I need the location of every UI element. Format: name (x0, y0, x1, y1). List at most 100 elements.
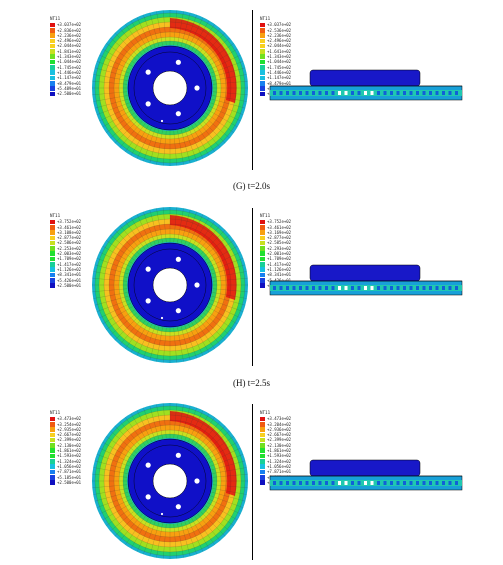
vent-hole (292, 481, 296, 485)
legend-entry: +2.293e+02 (260, 246, 291, 251)
vent-hole (390, 91, 393, 95)
legend-entry: +1.044e+02 (260, 59, 291, 64)
legend-value: +3.204e+02 (267, 421, 292, 427)
legend-value: +2.236e+02 (267, 32, 292, 38)
legend-value: +2.877e+02 (267, 235, 292, 241)
vent-hole (383, 91, 387, 95)
hub-ring (133, 444, 207, 518)
vent-hole (364, 481, 367, 485)
legend-swatch (260, 38, 265, 44)
legend-value: +8.479e+01 (267, 80, 292, 86)
legend-entries: +3.037e+02 +2.536e+02 +2.236e+02 +2.496e+02… (260, 22, 291, 96)
legend-entry: +3.204e+02 (260, 422, 291, 427)
legend-entry: +2.496e+02 (50, 38, 81, 43)
legend-value: +1.709e+02 (57, 256, 82, 262)
legend-value: +5.426e+01 (57, 277, 82, 283)
vent-hole (312, 91, 315, 95)
bolt-hole (175, 111, 181, 117)
marker-dot (160, 512, 164, 516)
legend-entry: +1.709e+02 (50, 256, 81, 261)
vent-hole (351, 91, 354, 95)
legend-swatch (260, 474, 265, 480)
legend-entry: +3.752e+02 (50, 219, 81, 224)
marker-dot (160, 119, 164, 123)
legend-value: +5.185e+01 (57, 474, 82, 480)
legend-value: +1.841e+02 (57, 48, 82, 54)
hub-ring (133, 51, 207, 125)
vent-hole (396, 286, 400, 290)
legend-swatch (50, 277, 55, 283)
vent-hole (273, 91, 276, 95)
vent-hole (429, 481, 432, 485)
legend-entry: +1.593e+02 (50, 453, 81, 458)
vent-hole (416, 481, 419, 485)
legend-entry: +1.446e+02 (260, 70, 291, 75)
vent-hole (435, 286, 439, 290)
legend-swatch (260, 251, 265, 257)
vent-hole (325, 286, 328, 290)
vent-hole (338, 481, 341, 485)
hot-spot-region (170, 18, 237, 103)
brake-disc-side-view (269, 264, 463, 296)
legend-entry: +5.426e+01 (50, 278, 81, 283)
legend-swatch (50, 65, 55, 70)
legend-swatch (50, 235, 55, 241)
legend-swatch (260, 219, 265, 225)
legend-swatch (50, 38, 55, 44)
legend-value: +2.935e+02 (57, 426, 82, 432)
legend-swatch (260, 22, 265, 28)
legend-swatch (50, 33, 55, 38)
vent-hole (331, 91, 335, 95)
legend-title: NT11 (50, 213, 61, 218)
vent-hole (448, 91, 452, 95)
legend-entry: +1.056e+02 (260, 464, 291, 469)
vent-hole (370, 91, 374, 95)
legend-value: +2.130e+02 (57, 442, 82, 448)
legend-value: +3.461e+02 (267, 224, 292, 230)
vent-hole (409, 286, 413, 290)
legend-value: +1.446e+02 (267, 69, 292, 75)
vent-hole (292, 91, 296, 95)
legend-value: +3.037e+02 (57, 22, 82, 28)
legend-swatch (50, 240, 55, 246)
legend-entry: +1.641e+02 (260, 49, 291, 54)
legend-value: +2.399e+02 (57, 437, 82, 443)
legend-entry: +3.473e+02 (260, 416, 291, 421)
legend-title: NT11 (260, 410, 271, 415)
legend-value: +1.446e+02 (57, 69, 82, 75)
disc-hat (309, 264, 421, 282)
disc-hat (309, 459, 421, 477)
legend-swatch (260, 432, 265, 438)
legend-swatch (260, 459, 265, 464)
mesh-grid (92, 207, 248, 363)
vent-hole (357, 481, 361, 485)
legend-swatch (50, 469, 55, 475)
legend-swatch (50, 453, 55, 459)
legend-swatch (50, 70, 55, 75)
legend-value: +3.473e+02 (57, 416, 82, 422)
vent-hole (396, 91, 400, 95)
legend-value: +2.936e+02 (267, 426, 292, 432)
bolt-hole (175, 504, 181, 510)
vent-hole (357, 91, 361, 95)
legend-value: +2.836e+02 (57, 27, 82, 33)
legend-swatch (50, 224, 55, 230)
mesh-grid (92, 10, 248, 166)
legend-entry: +8.341e+01 (260, 272, 291, 277)
center-bore (152, 463, 188, 499)
legend-value: +1.593e+02 (267, 453, 292, 459)
legend-entry: +8.479e+01 (50, 81, 81, 86)
legend-swatch (260, 480, 265, 485)
legend-swatch (260, 235, 265, 241)
vent-hole (455, 481, 458, 485)
legend-value: +7.871e+01 (267, 469, 292, 475)
legend-swatch (50, 230, 55, 235)
bolt-hole (194, 282, 200, 288)
legend-title: NT11 (50, 16, 61, 21)
legend-value: +2.585e+02 (267, 240, 292, 246)
vent-hole (279, 91, 283, 95)
vent-hole (331, 286, 335, 290)
legend-swatch (260, 453, 265, 459)
legend-value: +1.343e+02 (57, 54, 82, 60)
legend-entry: +5.426e+01 (260, 278, 291, 283)
